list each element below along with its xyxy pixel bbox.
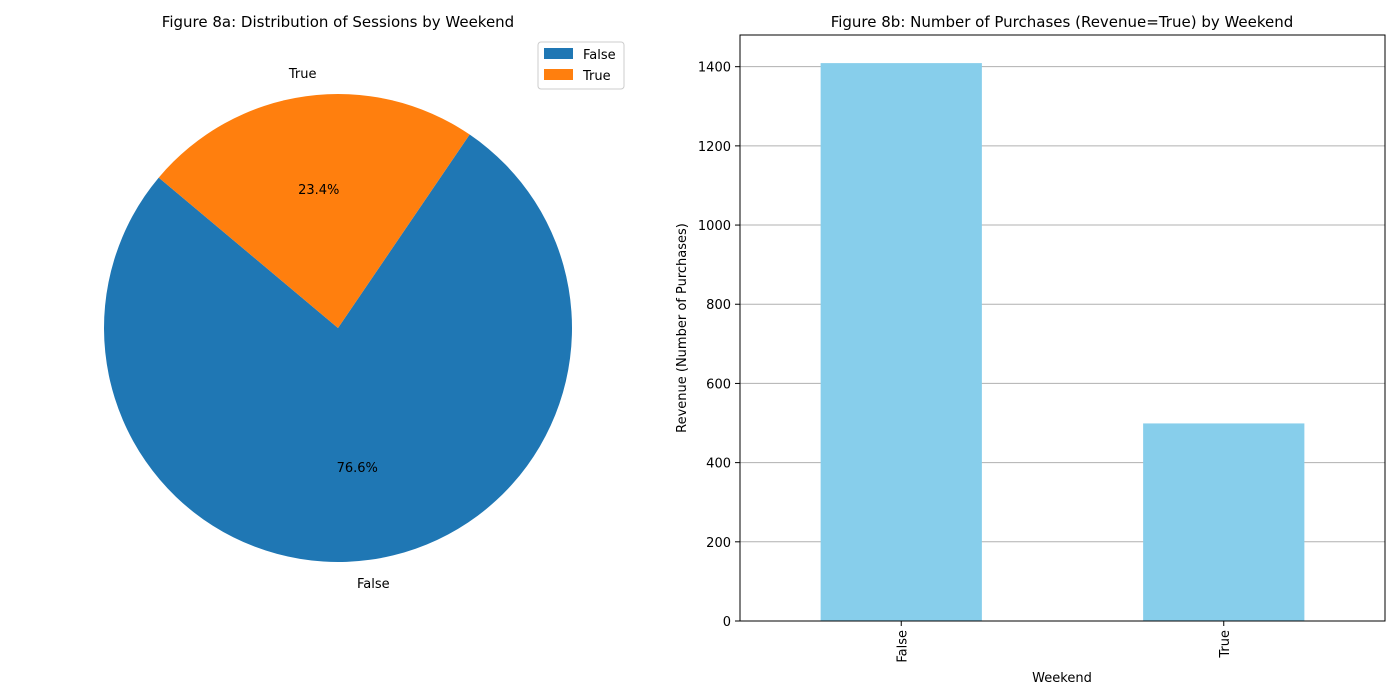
- bar-chart-panel: Figure 8b: Number of Purchases (Revenue=…: [675, 13, 1386, 686]
- bar-x-axis-label: Weekend: [1032, 671, 1092, 686]
- bar-plot-frame: [739, 34, 1386, 622]
- y-tick-label-200: 200: [706, 536, 731, 551]
- y-tick-label-400: 400: [706, 457, 731, 472]
- pie-pct-label-true: 23.4%: [298, 183, 339, 198]
- pie-pct-label-false: 76.6%: [337, 461, 378, 476]
- bar-x-ticks: False True: [895, 621, 1233, 663]
- x-tick-label-false: False: [895, 630, 910, 663]
- pie-legend: False True: [537, 41, 625, 90]
- pie-labels: 76.6% False 23.4% True: [288, 67, 390, 592]
- legend-swatch-false: [544, 48, 573, 59]
- y-tick-label-800: 800: [706, 298, 731, 313]
- pie-slices: [104, 94, 572, 563]
- pie-chart-title: Figure 8a: Distribution of Sessions by W…: [162, 13, 514, 31]
- bar-y-axis-label: Revenue (Number of Purchases): [675, 223, 690, 433]
- pie-category-label-false: False: [357, 577, 390, 592]
- y-tick-label-1200: 1200: [698, 140, 731, 155]
- y-tick-label-0: 0: [723, 615, 731, 630]
- bar-chart-title: Figure 8b: Number of Purchases (Revenue=…: [831, 13, 1294, 31]
- legend-label-false: False: [583, 48, 616, 63]
- pie-chart-panel: Figure 8a: Distribution of Sessions by W…: [104, 13, 625, 592]
- bar-bars: [820, 63, 1305, 621]
- bar-false: [820, 63, 982, 621]
- y-tick-label-1400: 1400: [698, 61, 731, 76]
- x-tick-label-true: True: [1218, 630, 1233, 659]
- pie-slice-false: [104, 134, 572, 563]
- legend-swatch-true: [544, 69, 573, 80]
- bar-y-ticks: 0 200 400 600 800 1000 1200 1400: [698, 61, 740, 630]
- pie-slice-true: [158, 94, 470, 329]
- y-tick-label-600: 600: [706, 377, 731, 392]
- y-tick-label-1000: 1000: [698, 219, 731, 234]
- pie-category-label-true: True: [288, 67, 317, 82]
- bar-true: [1143, 423, 1305, 621]
- legend-label-true: True: [582, 69, 611, 84]
